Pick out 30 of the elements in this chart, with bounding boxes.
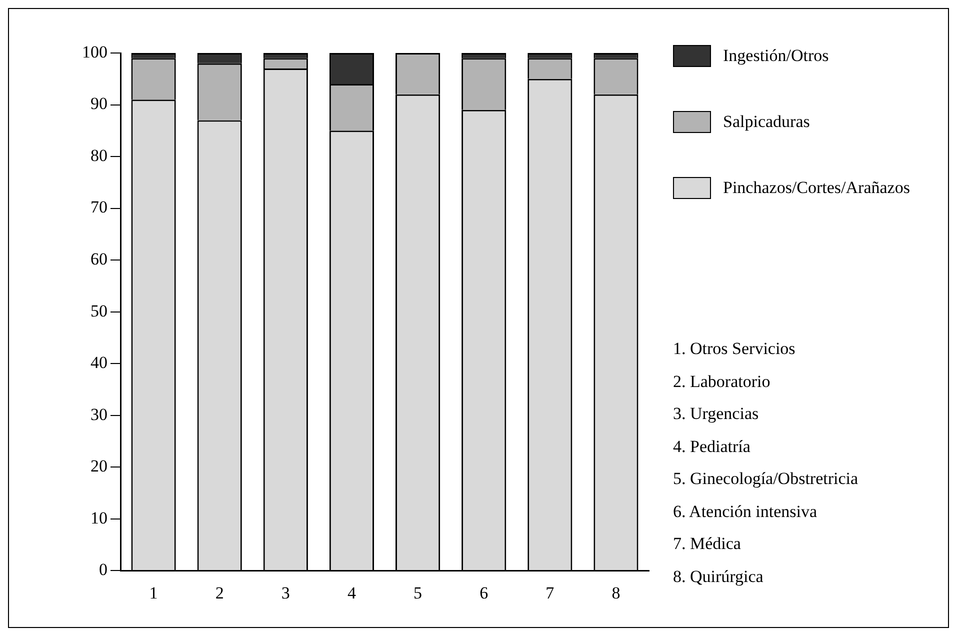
y-tick-label: 100 — [82, 42, 108, 62]
y-tick-label: 10 — [90, 508, 108, 528]
legend-label: Ingestión/Otros — [723, 46, 829, 66]
x-tick-label: 1 — [149, 583, 158, 602]
text: 7. Médica — [673, 533, 742, 555]
y-tick-label: 80 — [90, 146, 108, 165]
y-tick-label: 30 — [90, 404, 108, 424]
x-tick-label: 4 — [347, 583, 356, 602]
x-tick-label: 3 — [281, 583, 290, 602]
x-tick-label: 5 — [414, 583, 422, 602]
y-tick-label: 20 — [90, 456, 108, 476]
text: 2. Laboratorio — [673, 370, 772, 392]
y-tick-label: 90 — [90, 94, 108, 114]
x-tick-label: 7 — [546, 583, 555, 602]
text: 3. Urgencias — [673, 403, 760, 425]
x-tick-label: 6 — [480, 583, 488, 602]
x-tick-label: 8 — [612, 583, 620, 602]
text: Pinchazos/Cortes/Arañazos — [723, 178, 910, 198]
y-tick-label: 60 — [90, 250, 108, 269]
text: 6. Atención intensiva — [673, 500, 818, 522]
text: 1. Otros Servicios — [673, 338, 796, 360]
legend-label: Salpicaduras — [723, 112, 810, 132]
text: 8. Quirúrgica — [673, 566, 764, 588]
y-tick-label: 0 — [99, 560, 108, 580]
text: 5. Ginecología/Obstretricia — [673, 468, 858, 490]
y-tick-label: 50 — [90, 301, 108, 320]
x-tick-label: 2 — [215, 583, 224, 602]
text: 4. Pediatría — [673, 436, 752, 458]
y-tick-label: 40 — [90, 353, 108, 372]
y-tick-label: 70 — [90, 198, 108, 217]
